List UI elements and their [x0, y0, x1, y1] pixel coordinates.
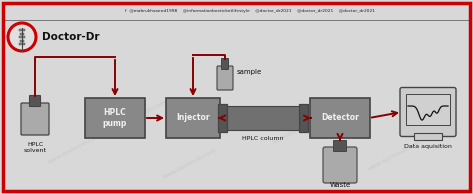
FancyBboxPatch shape [221, 59, 228, 69]
FancyBboxPatch shape [333, 140, 347, 152]
FancyBboxPatch shape [20, 40, 24, 42]
Text: sample: sample [237, 69, 262, 75]
Text: Waste: Waste [329, 182, 350, 188]
FancyBboxPatch shape [21, 103, 49, 135]
FancyBboxPatch shape [19, 36, 25, 38]
FancyBboxPatch shape [19, 43, 25, 45]
Text: www.doctor-dr.com: www.doctor-dr.com [272, 112, 328, 144]
Text: www.doctor-dr.com: www.doctor-dr.com [112, 99, 168, 131]
FancyBboxPatch shape [19, 29, 25, 31]
Text: Injector: Injector [176, 113, 210, 122]
Text: Doctor-Dr: Doctor-Dr [42, 32, 99, 42]
FancyBboxPatch shape [85, 98, 145, 138]
FancyBboxPatch shape [217, 66, 233, 90]
Text: www.doctor-dr.com: www.doctor-dr.com [367, 139, 423, 171]
Text: HPLC column: HPLC column [242, 135, 284, 140]
Text: f  @mabrukhsaeed1998    @informationboxticketlifestyle    @doctor_dr2021    @doc: f @mabrukhsaeed1998 @informationboxticke… [125, 9, 375, 13]
Text: www.doctor-dr.com: www.doctor-dr.com [162, 147, 218, 179]
FancyBboxPatch shape [227, 106, 299, 130]
Text: Detector: Detector [321, 113, 359, 122]
FancyBboxPatch shape [29, 95, 41, 107]
FancyBboxPatch shape [218, 104, 227, 132]
Circle shape [8, 23, 36, 51]
FancyBboxPatch shape [299, 104, 308, 132]
Text: www.doctor-dr.com: www.doctor-dr.com [47, 132, 103, 164]
FancyBboxPatch shape [406, 94, 450, 125]
FancyBboxPatch shape [323, 147, 357, 183]
FancyBboxPatch shape [400, 87, 456, 137]
FancyBboxPatch shape [166, 98, 220, 138]
FancyBboxPatch shape [20, 33, 24, 35]
Text: HPLC
solvent: HPLC solvent [24, 142, 46, 153]
FancyBboxPatch shape [414, 133, 442, 139]
FancyBboxPatch shape [310, 98, 370, 138]
Text: Data aquisition: Data aquisition [404, 144, 452, 149]
Text: HPLC
pump: HPLC pump [103, 108, 127, 128]
